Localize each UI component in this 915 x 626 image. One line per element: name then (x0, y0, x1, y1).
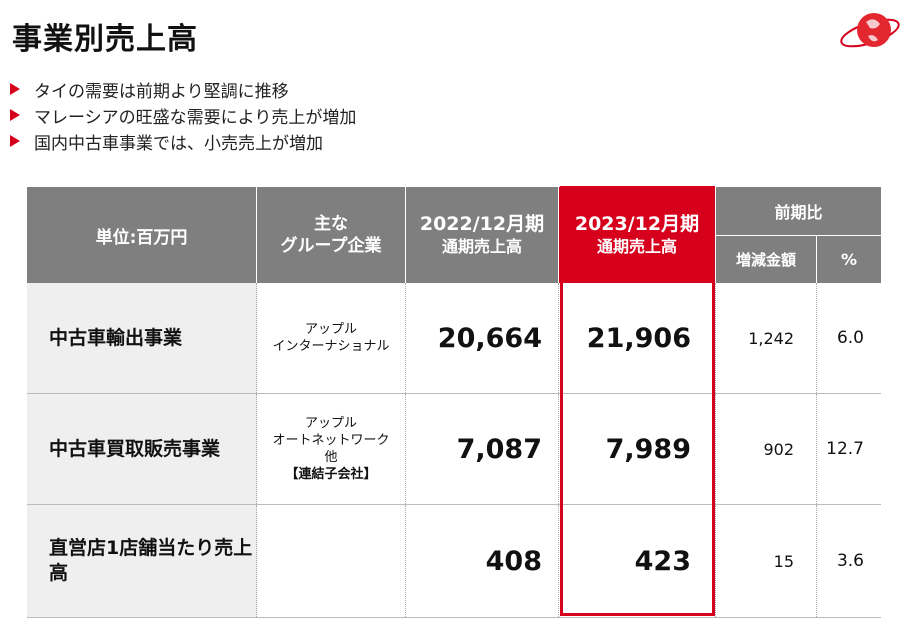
header-unit: 単位:百万円 (27, 187, 257, 283)
table-row: 中古車買取販売事業 アップル オートネットワーク 他 【連結子会社】 7,087… (27, 393, 881, 505)
segment-name: 直営店1店舗当たり売上高 (27, 504, 257, 618)
sales-fy2022: 7,087 (405, 393, 559, 505)
header-fy2023-line2: 通期売上高 (596, 236, 677, 256)
group-line: アップル (304, 416, 357, 431)
group-line: インターナショナル (272, 339, 390, 354)
segment-name: 中古車輸出事業 (27, 283, 257, 394)
sales-fy2023: 423 (558, 504, 716, 618)
bullet-text: 国内中古車事業では、小売売上が増加 (34, 133, 323, 154)
diff-amount: 902 (715, 393, 817, 505)
header-percent: % (816, 235, 881, 283)
bullet-item: タイの需要は前期より堅調に推移 (8, 76, 356, 102)
bullet-triangle-icon (10, 109, 20, 121)
header-yoy: 前期比 (715, 187, 881, 236)
diff-amount: 15 (715, 504, 817, 618)
header-fy2022: 2022/12月期 通期売上高 (405, 187, 559, 283)
fy2023-highlight-frame (560, 186, 715, 616)
bullet-triangle-icon (10, 135, 20, 147)
sales-fy2022: 408 (405, 504, 559, 618)
diff-percent: 3.6 (816, 504, 881, 618)
bullet-triangle-icon (10, 83, 20, 95)
header-group-companies: 主な グループ企業 (256, 187, 406, 283)
header-fy2022-line2: 通期売上高 (441, 236, 522, 256)
group-companies (256, 504, 406, 618)
sales-fy2022: 20,664 (405, 283, 559, 394)
header-fy2022-line1: 2022/12月期 (419, 212, 545, 235)
header-group-line2: グループ企業 (280, 236, 382, 256)
bullet-text: タイの需要は前期より堅調に推移 (34, 81, 289, 102)
sales-fy2023: 21,906 (558, 283, 716, 394)
group-line: アップル (304, 322, 357, 337)
page-title: 事業別売上高 (12, 22, 198, 57)
diff-percent: 12.7 (816, 393, 881, 505)
sales-fy2023: 7,989 (558, 393, 716, 505)
bullet-item: 国内中古車事業では、小売売上が増加 (8, 128, 356, 154)
diff-amount: 1,242 (715, 283, 817, 394)
apple-logo-icon (840, 13, 900, 48)
group-line: 【連結子会社】 (285, 467, 377, 482)
group-companies: アップル インターナショナル (256, 283, 406, 394)
table-row: 中古車輸出事業 アップル インターナショナル 20,664 21,906 1,2… (27, 283, 881, 394)
bullet-list: タイの需要は前期より堅調に推移 マレーシアの旺盛な需要により売上が増加 国内中古… (8, 76, 356, 154)
bullet-text: マレーシアの旺盛な需要により売上が増加 (34, 107, 357, 128)
segment-name: 中古車買取販売事業 (27, 393, 257, 505)
table-row: 直営店1店舗当たり売上高 408 423 15 3.6 (27, 504, 881, 618)
diff-percent: 6.0 (816, 283, 881, 394)
header-group-line1: 主な (314, 214, 348, 234)
group-line: 他 (324, 450, 338, 465)
header-diff-amount: 増減金額 (715, 235, 817, 283)
group-companies: アップル オートネットワーク 他 【連結子会社】 (256, 393, 406, 505)
header-fy2023: 2023/12月期 通期売上高 (558, 187, 716, 283)
group-line: オートネットワーク (272, 433, 390, 448)
header-fy2023-line1: 2023/12月期 (574, 212, 700, 235)
segment-sales-table: 単位:百万円 主な グループ企業 2022/12月期 通期売上高 2023/12… (27, 187, 881, 618)
bullet-item: マレーシアの旺盛な需要により売上が増加 (8, 102, 356, 128)
